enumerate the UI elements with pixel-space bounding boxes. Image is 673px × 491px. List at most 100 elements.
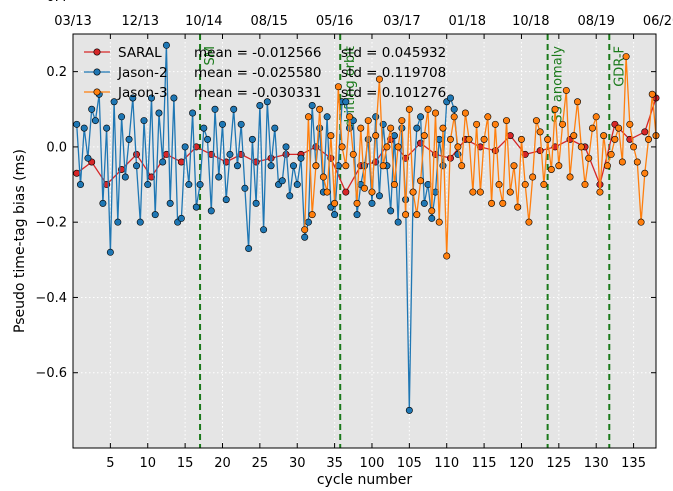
data-point bbox=[342, 162, 350, 170]
data-point bbox=[506, 188, 514, 196]
data-point bbox=[375, 192, 383, 200]
data-point bbox=[529, 173, 537, 181]
data-point bbox=[454, 143, 462, 151]
data-point bbox=[144, 181, 152, 189]
legend-series-name: Jason-3 bbox=[117, 85, 168, 101]
data-point bbox=[465, 135, 473, 143]
data-point bbox=[555, 162, 563, 170]
data-point bbox=[133, 162, 141, 170]
data-point bbox=[559, 120, 567, 128]
data-point bbox=[503, 117, 511, 125]
data-point bbox=[615, 124, 623, 132]
data-point bbox=[450, 105, 458, 113]
data-point bbox=[192, 203, 200, 211]
y-tick-label: 0.4 bbox=[46, 0, 67, 5]
data-point bbox=[405, 105, 413, 113]
data-point bbox=[323, 113, 331, 121]
data-point bbox=[308, 211, 316, 219]
data-point bbox=[278, 177, 286, 185]
data-point bbox=[293, 181, 301, 189]
data-point bbox=[536, 147, 544, 155]
data-point bbox=[245, 245, 253, 253]
legend-series-std: std = 0.101276 bbox=[341, 85, 446, 101]
data-point bbox=[491, 120, 499, 128]
x-tick-label: 120 bbox=[509, 456, 534, 471]
data-point bbox=[286, 192, 294, 200]
data-point bbox=[596, 188, 604, 196]
data-point bbox=[215, 173, 223, 181]
data-point bbox=[121, 173, 129, 181]
data-point bbox=[304, 113, 312, 121]
data-point bbox=[446, 94, 454, 102]
data-point bbox=[159, 158, 167, 166]
data-point bbox=[417, 113, 425, 121]
data-point bbox=[346, 124, 354, 132]
data-point bbox=[603, 162, 611, 170]
data-point bbox=[136, 218, 144, 226]
data-point bbox=[319, 173, 327, 181]
data-point bbox=[417, 139, 425, 147]
top-date-tick-label: 08/19 bbox=[577, 14, 614, 29]
x-tick-label: 110 bbox=[434, 456, 459, 471]
data-point bbox=[256, 102, 264, 110]
data-point bbox=[308, 102, 316, 110]
x-tick-label: 10 bbox=[139, 456, 156, 471]
data-point bbox=[495, 181, 503, 189]
data-point bbox=[428, 214, 436, 222]
y-tick-label: 0.2 bbox=[46, 65, 67, 80]
data-point bbox=[304, 218, 312, 226]
data-point bbox=[390, 181, 398, 189]
data-point bbox=[106, 248, 114, 256]
data-point bbox=[439, 124, 447, 132]
data-point bbox=[480, 135, 488, 143]
data-point bbox=[641, 128, 649, 136]
data-point bbox=[387, 207, 395, 215]
legend-series-std: std = 0.045932 bbox=[341, 45, 446, 61]
data-point bbox=[248, 135, 256, 143]
x-tick-label: 125 bbox=[546, 456, 571, 471]
x-tick-label: 20 bbox=[214, 456, 231, 471]
data-point bbox=[353, 199, 361, 207]
x-tick-label: 105 bbox=[397, 456, 422, 471]
data-point bbox=[73, 120, 81, 128]
data-point bbox=[577, 143, 585, 151]
event-label: SM bbox=[203, 46, 218, 65]
data-point bbox=[252, 199, 260, 207]
data-point bbox=[181, 143, 189, 151]
data-point bbox=[316, 105, 324, 113]
data-point bbox=[536, 128, 544, 136]
data-point bbox=[151, 211, 159, 219]
data-point bbox=[289, 162, 297, 170]
data-point bbox=[469, 188, 477, 196]
data-point bbox=[607, 150, 615, 158]
data-point bbox=[394, 143, 402, 151]
x-tick-label: 30 bbox=[289, 456, 306, 471]
data-point bbox=[521, 150, 529, 158]
data-point bbox=[297, 154, 305, 162]
data-point bbox=[331, 211, 339, 219]
data-point bbox=[233, 162, 241, 170]
data-point bbox=[331, 199, 339, 207]
x-tick-label: 25 bbox=[252, 456, 269, 471]
data-point bbox=[461, 109, 469, 117]
x-tick-label: 100 bbox=[360, 456, 385, 471]
x-tick-label: 135 bbox=[621, 456, 646, 471]
data-point bbox=[637, 218, 645, 226]
legend-swatch-marker bbox=[93, 88, 101, 96]
legend-series-mean: mean = -0.012566 bbox=[194, 45, 321, 61]
data-point bbox=[140, 117, 148, 125]
data-point bbox=[420, 132, 428, 140]
data-point bbox=[600, 132, 608, 140]
y-tick-label: −0.6 bbox=[35, 366, 67, 381]
top-date-tick-label: 10/18 bbox=[512, 14, 549, 29]
data-point bbox=[547, 165, 555, 173]
data-point bbox=[166, 199, 174, 207]
data-point bbox=[342, 98, 350, 106]
data-point bbox=[581, 181, 589, 189]
y-tick-label: −0.2 bbox=[35, 216, 67, 231]
data-point bbox=[204, 135, 212, 143]
data-point bbox=[177, 214, 185, 222]
top-date-tick-label: 01/18 bbox=[449, 14, 486, 29]
data-point bbox=[263, 98, 271, 106]
data-point bbox=[357, 124, 365, 132]
